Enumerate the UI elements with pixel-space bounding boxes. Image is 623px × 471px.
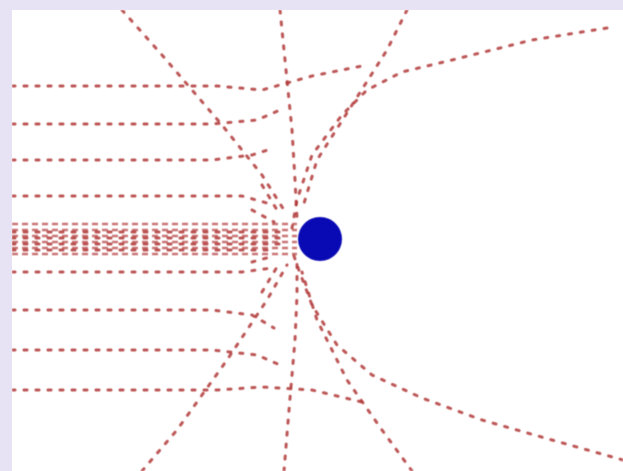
field-line-15	[120, 10, 286, 212]
field-line-19	[282, 258, 299, 471]
field-line-22	[250, 254, 276, 264]
field-line-17	[300, 10, 409, 212]
field-line-4	[12, 194, 276, 207]
field-line-9	[12, 266, 274, 274]
field-line-11	[12, 348, 282, 367]
field-line-diagram	[12, 10, 623, 471]
field-line-13	[290, 26, 609, 230]
field-line-10	[12, 308, 276, 330]
field-line-23	[260, 183, 282, 217]
field-lines-group	[12, 10, 623, 471]
field-line-20	[300, 270, 414, 471]
field-line-14	[290, 248, 623, 462]
field-line-24	[260, 260, 282, 294]
diagram-canvas	[12, 10, 623, 471]
field-line-12	[12, 385, 364, 404]
field-line-16	[278, 10, 299, 220]
field-line-2	[12, 108, 282, 126]
field-line-18	[140, 263, 289, 471]
field-line-1	[12, 64, 364, 92]
blue-dot	[298, 217, 342, 261]
field-line-3	[12, 146, 276, 162]
field-line-21	[250, 208, 276, 224]
